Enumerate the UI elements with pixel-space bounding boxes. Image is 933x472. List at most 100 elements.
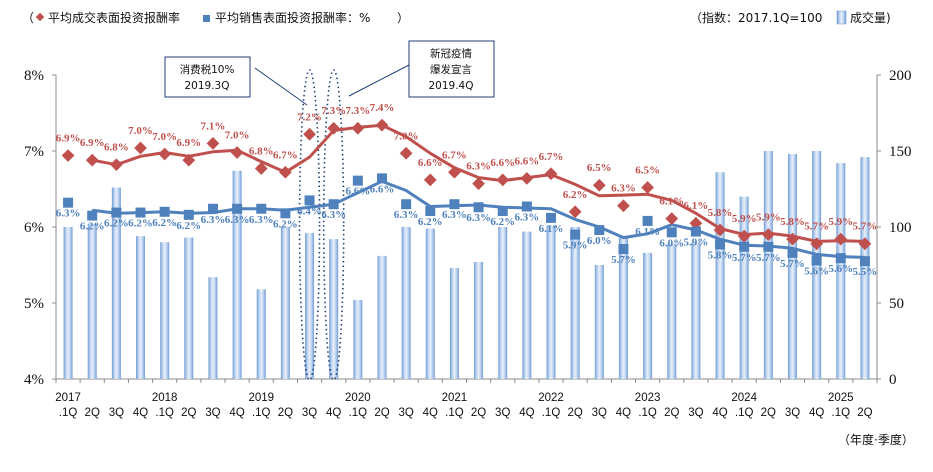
transaction-yield-label: 6.1%	[659, 196, 684, 208]
left-axis-tick-label: 7%	[24, 144, 44, 160]
square-marker	[401, 199, 412, 210]
x-quarter-label: 4Q	[712, 407, 727, 419]
transaction-yield-label: 6.2%	[563, 189, 588, 201]
square-marker	[376, 173, 387, 184]
square-marker	[352, 175, 363, 186]
x-quarter-label: 3Q	[592, 407, 607, 419]
annotation-text: 消费税10%	[180, 63, 235, 76]
square-marker	[328, 199, 339, 210]
volume-bar	[425, 228, 435, 379]
diamond-marker	[85, 153, 99, 167]
volume-bar	[449, 268, 459, 379]
right-axis-tick-label: 100	[889, 220, 912, 236]
right-axis-tick-label: 150	[889, 144, 912, 160]
volume-bar	[232, 170, 242, 379]
square-marker	[497, 206, 508, 217]
volume-bar	[643, 252, 653, 379]
diamond-marker	[351, 121, 365, 135]
sales-yield-label: 5.7%	[611, 254, 636, 266]
diamond-marker	[472, 177, 485, 191]
square-marker	[521, 201, 532, 212]
x-quarter-label: 3Q	[785, 407, 800, 419]
sales-yield-label: 5.6%	[828, 263, 853, 275]
annotation-box	[164, 56, 251, 98]
event-ellipse	[322, 69, 345, 381]
x-quarter-label: 4Q	[616, 407, 631, 419]
sales-yield-label: 6.3%	[201, 214, 226, 226]
diamond-marker	[423, 173, 437, 187]
diamond-marker	[134, 141, 147, 155]
x-year-label: 2019	[248, 392, 274, 404]
x-quarter-label: 3Q	[109, 407, 124, 419]
diamond-marker	[110, 158, 123, 172]
sales-yield-label: 5.9%	[684, 237, 709, 249]
sales-yield-label: 6.3%	[514, 211, 539, 223]
legend-label-sales: 平均销售表面投资报酬率：%	[215, 10, 370, 25]
diamond-marker	[182, 153, 196, 167]
volume-bar	[208, 277, 218, 379]
diamond-marker	[617, 199, 630, 213]
right-axis-tick-label: 0	[889, 372, 897, 388]
legend-index-note: （指数：2017.1Q=100	[690, 10, 822, 25]
x-quarter-label: 4Q	[133, 407, 148, 419]
legend-label-transaction: 平均成交表面投资报酬率	[48, 10, 180, 25]
x-year-label: 2017	[55, 392, 81, 404]
volume-bar	[860, 157, 870, 379]
sales-yield-label: 6.3%	[56, 208, 81, 220]
transaction-yield-label: 5.9%	[732, 213, 757, 225]
square-marker	[304, 195, 315, 206]
volume-bar	[787, 154, 797, 379]
transaction-yield-label: 6.7%	[442, 149, 467, 161]
volume-bar	[836, 163, 846, 379]
transaction-yield-label: 5.9%	[756, 212, 781, 224]
x-quarter-label: 2Q	[181, 407, 196, 419]
x-quarter-label: 4Q	[809, 407, 824, 419]
diamond-marker	[448, 165, 461, 179]
transaction-yield-label: 5.8%	[708, 207, 733, 219]
volume-bar	[763, 151, 773, 379]
transaction-yield-label: 6.8%	[249, 145, 274, 157]
sales-yield-label: 5.7%	[732, 252, 757, 264]
volume-bar	[136, 236, 146, 379]
x-year-label: 2023	[635, 392, 661, 404]
sales-yield-label: 6.2%	[152, 217, 177, 229]
x-quarter-label: .1Q	[638, 407, 657, 419]
volume-bar	[546, 225, 556, 379]
volume-bar	[160, 242, 170, 379]
diamond-marker	[399, 146, 413, 160]
volume-bar	[280, 227, 290, 379]
x-quarter-label: .1Q	[252, 407, 271, 419]
square-marker	[739, 241, 750, 252]
diamond-marker	[665, 212, 679, 226]
x-quarter-label: 4Q	[423, 407, 438, 419]
sales-yield-label: 6.0%	[659, 237, 684, 249]
transaction-yield-label: 6.7%	[273, 149, 298, 161]
transaction-yield-label: 6.9%	[56, 133, 81, 145]
transaction-yield-label: 7.1%	[201, 120, 226, 132]
x-quarter-label: 3Q	[302, 407, 317, 419]
sales-yield-label: 6.4%	[297, 205, 322, 217]
legend-label-volume: 成交量)	[850, 10, 891, 25]
data-labels: 6.9% 6.9% 6.8%7.0%7.0%6.9%7.1%7.0%6.8% 6.7%…	[56, 102, 878, 278]
sales-yield-label: 5.5%	[853, 266, 878, 278]
x-quarter-label: 2Q	[761, 407, 776, 419]
square-marker	[449, 199, 460, 210]
x-year-label: 2020	[345, 392, 371, 404]
square-marker	[207, 203, 218, 214]
transaction-yield-label: 7.0%	[152, 131, 177, 143]
volume-bar	[498, 227, 508, 379]
transaction-yield-label: 5.7%	[853, 221, 878, 233]
square-marker	[690, 226, 701, 237]
x-axis-ticks: .1Q 2Q 3Q 4Q .1Q 2Q 3Q 4Q .1Q 2Q 3Q 4Q .1Q 2Q 3Q 4Q .1Q 2…	[55, 392, 872, 419]
diamond-marker	[496, 173, 510, 187]
sales-yield-label: 6.3%	[225, 214, 250, 226]
sales-yield-label: 6.2%	[273, 218, 298, 230]
square-marker	[787, 247, 798, 258]
legend-diamond-icon	[35, 12, 45, 22]
volume-bar	[87, 223, 97, 379]
transaction-yield-label: 7.0%	[225, 130, 250, 142]
annotation-leader-line	[348, 64, 410, 97]
square-marker	[87, 210, 98, 221]
